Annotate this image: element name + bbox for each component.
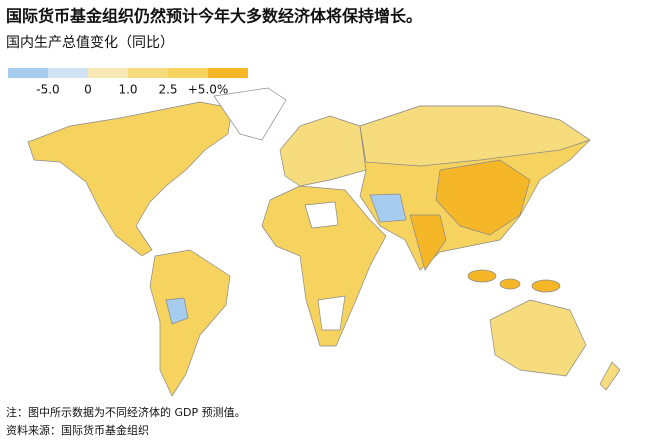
legend-tick-label: +5.0%	[188, 83, 229, 97]
title: 国际货币基金组织仍然预计今年大多数经济体将保持增长。	[6, 7, 422, 26]
map	[27, 87, 621, 397]
bolivia	[165, 297, 189, 325]
new-zealand	[599, 361, 621, 391]
legend-swatch	[8, 68, 48, 78]
legend-swatch	[168, 68, 208, 78]
legend-tick-label: 0	[84, 83, 92, 97]
legend-swatch	[88, 68, 128, 78]
legend-tick-label: -5.0	[36, 83, 59, 97]
south-america	[149, 249, 231, 397]
legend-swatch	[128, 68, 168, 78]
source: 资料来源：国际货币基金组织	[6, 423, 149, 437]
legend-swatch	[48, 68, 88, 78]
legend-swatch	[208, 68, 248, 78]
legend: -5.0 0 1.0 2.5 +5.0%	[8, 68, 248, 97]
africa-no-data	[304, 201, 346, 331]
africa	[261, 185, 387, 347]
north-america	[27, 101, 233, 257]
iran	[369, 193, 407, 223]
russia	[359, 105, 591, 167]
note: 注：图中所示数据为不同经济体的 GDP 预测值。	[6, 405, 246, 419]
papua	[531, 279, 561, 293]
legend-tick-label: 1.0	[118, 83, 137, 97]
legend-tick-label: 2.5	[158, 83, 177, 97]
china	[435, 159, 531, 236]
greenland	[213, 87, 287, 141]
india	[409, 214, 447, 271]
australia	[489, 299, 587, 377]
subtitle: 国内生产总值变化（同比）	[6, 35, 174, 51]
indonesia	[467, 269, 497, 283]
indonesia	[499, 278, 521, 290]
europe	[279, 115, 367, 187]
